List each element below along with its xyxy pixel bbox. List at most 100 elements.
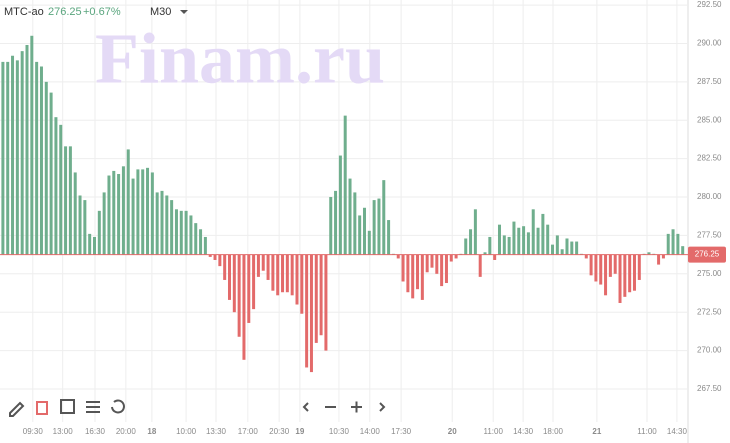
- bar: [59, 124, 63, 255]
- bar: [179, 210, 183, 255]
- bar: [377, 198, 381, 255]
- bar: [632, 254, 636, 291]
- x-tick-label: 21: [592, 427, 601, 436]
- bar: [223, 254, 227, 280]
- bar: [478, 254, 482, 277]
- bar: [44, 81, 48, 255]
- bar: [334, 190, 338, 255]
- scroll-left[interactable]: [302, 402, 309, 412]
- bar: [507, 236, 511, 255]
- bar: [73, 172, 77, 255]
- bar: [411, 254, 415, 299]
- pencil-icon[interactable]: [9, 401, 25, 417]
- bar: [319, 254, 323, 336]
- bar: [261, 254, 265, 271]
- bar: [647, 252, 651, 255]
- bar: [88, 233, 92, 255]
- change: +0.67%: [83, 6, 121, 18]
- scroll-right[interactable]: [379, 402, 386, 412]
- bar: [141, 169, 145, 255]
- bar: [218, 254, 222, 267]
- y-tick-label: 292.50: [697, 0, 722, 9]
- bar: [599, 254, 603, 285]
- bar: [92, 236, 96, 255]
- bar: [160, 190, 164, 255]
- bar: [435, 254, 439, 274]
- bar: [242, 254, 246, 360]
- bar: [78, 195, 82, 255]
- bar: [661, 254, 665, 259]
- x-tick-label: 13:30: [206, 427, 227, 436]
- bar: [126, 149, 130, 255]
- bar: [594, 254, 598, 282]
- interval-dropdown[interactable]: [180, 10, 188, 14]
- bar: [285, 254, 289, 293]
- bar: [671, 229, 675, 255]
- bar: [112, 170, 116, 255]
- bar: [300, 254, 304, 314]
- bar: [6, 61, 10, 255]
- bar: [430, 254, 434, 268]
- bar: [184, 210, 188, 255]
- bar: [555, 235, 559, 255]
- bar: [469, 229, 473, 255]
- x-tick-label: 14:30: [513, 427, 534, 436]
- x-tick-label: 11:00: [484, 427, 504, 436]
- bar: [425, 254, 429, 273]
- x-tick-label: 09:30: [23, 427, 44, 436]
- add-icon[interactable]: [60, 399, 75, 414]
- y-tick-label: 272.50: [697, 307, 722, 316]
- bar: [589, 254, 593, 276]
- bar: [97, 210, 101, 255]
- bar: [199, 229, 203, 255]
- bar: [155, 192, 159, 255]
- bar: [613, 254, 617, 274]
- list-icon[interactable]: [36, 401, 48, 415]
- zoom-in[interactable]: [351, 401, 362, 413]
- price-tag: [688, 246, 726, 263]
- bar: [35, 61, 39, 255]
- bar: [247, 254, 251, 323]
- reset-icon[interactable]: [111, 399, 125, 414]
- bar: [329, 197, 333, 255]
- y-tick-label: 280.00: [697, 192, 722, 201]
- bar: [526, 232, 530, 255]
- bar: [604, 254, 608, 296]
- bar: [362, 207, 366, 255]
- bar: [146, 167, 150, 255]
- y-tick-label: 285.00: [697, 115, 722, 124]
- bar: [165, 195, 169, 255]
- bar: [11, 55, 15, 255]
- bar: [541, 213, 545, 255]
- bar: [281, 254, 285, 293]
- bar: [121, 166, 125, 255]
- bar: [102, 192, 106, 255]
- x-tick-label: 10:00: [176, 427, 197, 436]
- bar: [314, 254, 318, 343]
- bar: [170, 200, 174, 255]
- bar: [444, 254, 448, 284]
- bar: [531, 209, 535, 255]
- x-tick-label: 18: [147, 427, 156, 436]
- ticker: МТС-ао: [4, 6, 44, 18]
- bar: [372, 200, 376, 255]
- bar: [338, 155, 342, 255]
- bar: [608, 254, 612, 277]
- bar: [20, 51, 24, 255]
- interval[interactable]: M30: [150, 6, 171, 18]
- x-tick-label: 20:00: [116, 427, 137, 436]
- bar: [493, 254, 497, 260]
- bar: [449, 254, 453, 262]
- x-tick-label: 17:00: [238, 427, 259, 436]
- bar: [64, 146, 68, 255]
- y-tick-label: 290.00: [697, 39, 722, 48]
- bar: [396, 254, 400, 259]
- bar: [30, 35, 34, 255]
- bar: [546, 224, 550, 255]
- bar: [25, 44, 29, 255]
- bar: [488, 236, 492, 255]
- settings-icon[interactable]: [86, 401, 100, 413]
- bar: [483, 252, 487, 255]
- bar: [295, 254, 299, 305]
